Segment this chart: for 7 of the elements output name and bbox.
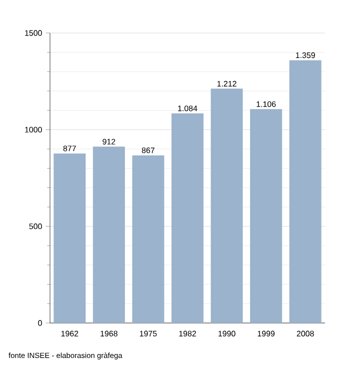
bar — [54, 153, 86, 323]
bar — [289, 60, 322, 323]
bar — [210, 88, 243, 323]
bar — [250, 109, 282, 323]
bar — [172, 113, 204, 323]
bar — [132, 155, 164, 323]
bar — [92, 146, 125, 323]
